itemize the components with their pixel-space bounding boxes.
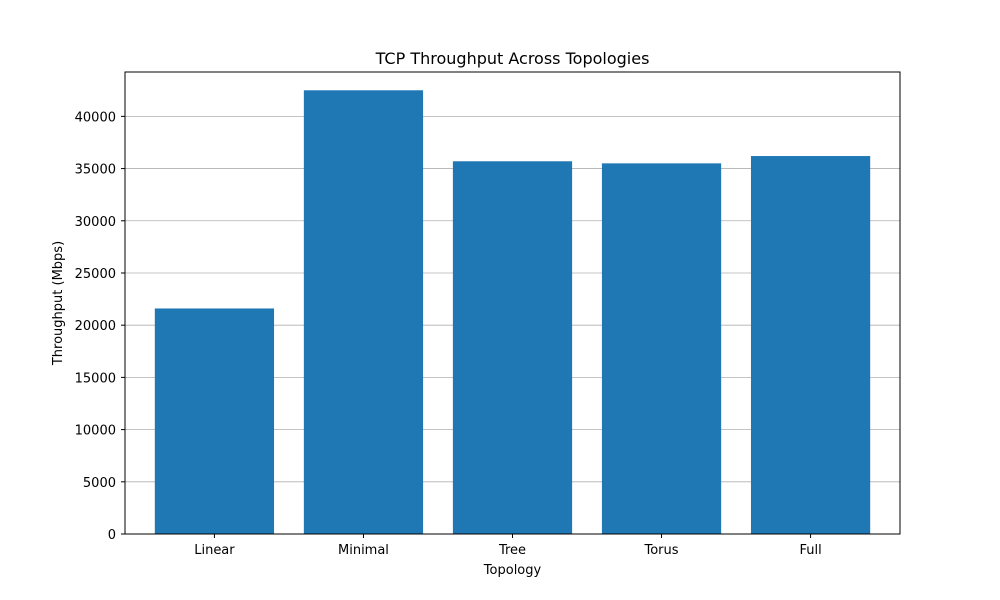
x-axis-label: Topology <box>483 563 542 578</box>
x-tick-label-tree: Tree <box>498 543 526 558</box>
y-tick-label: 30000 <box>75 215 116 230</box>
bar-tree <box>452 161 573 534</box>
y-tick-label: 25000 <box>75 267 116 282</box>
y-tick-label: 20000 <box>75 319 116 334</box>
y-tick-label: 15000 <box>75 371 116 386</box>
bar-minimal <box>303 90 424 535</box>
x-tick-label-torus: Torus <box>644 543 679 558</box>
y-tick-label: 10000 <box>75 424 116 439</box>
y-tick-label: 0 <box>108 528 116 543</box>
y-tick-label: 40000 <box>75 110 116 125</box>
bars <box>154 90 871 535</box>
x-tick-label-full: Full <box>799 543 821 558</box>
chart-title: TCP Throughput Across Topologies <box>375 49 650 68</box>
y-axis-ticks: 0 5000 10000 15000 20000 25000 30000 35000 40000 <box>75 110 125 543</box>
x-axis-ticks: Linear Minimal Tree Torus Full <box>194 534 822 558</box>
bar-linear <box>154 308 275 534</box>
y-axis-label: Throughput (Mbps) <box>51 241 66 366</box>
x-tick-label-minimal: Minimal <box>338 543 389 558</box>
y-tick-label: 35000 <box>75 163 116 178</box>
y-tick-label: 5000 <box>83 476 116 491</box>
bar-torus <box>601 163 722 534</box>
x-tick-label-linear: Linear <box>194 543 235 558</box>
bar-full <box>750 156 871 534</box>
